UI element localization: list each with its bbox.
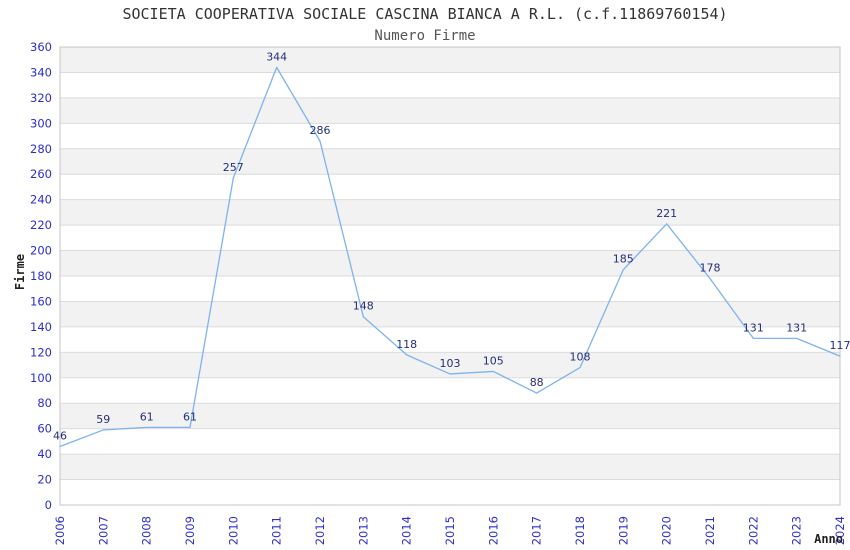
plot-band xyxy=(60,148,840,175)
data-point-label: 221 xyxy=(656,207,677,220)
plot-band xyxy=(60,276,840,302)
data-point-label: 131 xyxy=(786,321,807,334)
y-tick-label: 360 xyxy=(30,40,52,54)
y-tick-label: 240 xyxy=(30,193,52,207)
plot-band xyxy=(60,123,840,149)
point-labels-layer: 46 59 61 61 257 344 286 148 118 103 105 88 108 185 221… xyxy=(53,50,850,442)
plot-band xyxy=(60,454,840,480)
x-tick-label: 2022 xyxy=(746,516,760,545)
plot-band xyxy=(60,301,840,327)
data-point-label: 59 xyxy=(96,413,110,426)
chart-title: SOCIETA COOPERATIVA SOCIALE CASCINA BIAN… xyxy=(122,5,727,23)
x-tick-label: 2015 xyxy=(443,516,457,545)
series-layer xyxy=(59,66,841,448)
y-tick-label: 320 xyxy=(30,91,52,105)
data-point-label: 105 xyxy=(483,354,504,367)
y-tick-labels-layer: 0 20 40 60 80 100 120 140 160 180 200 220 240 260 280 3… xyxy=(30,40,52,512)
x-tick-label: 2016 xyxy=(486,516,500,545)
y-tick-label: 60 xyxy=(37,422,52,436)
data-point-label: 344 xyxy=(266,50,287,63)
data-point-label: 257 xyxy=(223,161,244,174)
x-tick-label: 2012 xyxy=(313,516,327,545)
x-tick-label: 2020 xyxy=(660,516,674,545)
data-point-label: 178 xyxy=(700,262,721,275)
data-point-label: 108 xyxy=(570,351,591,364)
plot-band xyxy=(60,72,840,98)
x-tick-label: 2023 xyxy=(790,516,804,545)
plot-band xyxy=(60,250,840,276)
x-tick-label: 2008 xyxy=(140,516,154,545)
x-tick-label: 2014 xyxy=(400,516,414,545)
x-tick-label: 2021 xyxy=(703,516,717,545)
plot-band xyxy=(60,479,840,505)
y-tick-label: 220 xyxy=(30,218,52,232)
x-tick-label: 2017 xyxy=(530,516,544,545)
x-tick-label: 2013 xyxy=(356,516,370,545)
plot-band xyxy=(60,428,840,455)
data-point-label: 103 xyxy=(440,357,461,370)
x-tick-label: 2009 xyxy=(183,516,197,545)
plot-band xyxy=(60,47,840,73)
data-point-label: 61 xyxy=(140,410,154,423)
y-tick-label: 260 xyxy=(30,167,52,181)
x-tick-label: 2024 xyxy=(833,516,847,545)
data-point-label: 286 xyxy=(310,124,331,137)
plot-band xyxy=(60,377,840,404)
series-line xyxy=(59,66,841,448)
data-point-label: 148 xyxy=(353,300,374,313)
y-tick-label: 160 xyxy=(30,294,52,308)
plot-band xyxy=(60,403,840,429)
data-point-label: 117 xyxy=(830,339,850,352)
x-tick-label: 2006 xyxy=(53,516,67,545)
data-point-label: 61 xyxy=(183,410,197,423)
plot-band xyxy=(60,326,840,353)
x-tick-label: 2007 xyxy=(96,516,110,545)
y-tick-label: 280 xyxy=(30,142,52,156)
plot-border xyxy=(59,46,841,506)
y-tick-label: 20 xyxy=(37,473,52,487)
x-tick-label: 2010 xyxy=(226,516,240,545)
data-point-label: 185 xyxy=(613,253,634,266)
plot-band xyxy=(60,97,840,124)
x-tick-labels-layer: 2006 2007 2008 2009 2010 2011 2012 2013 2014 2015… xyxy=(53,516,847,545)
chart-subtitle: Numero Firme xyxy=(374,28,475,44)
data-point-label: 118 xyxy=(396,338,417,351)
data-point-label: 131 xyxy=(743,321,764,334)
y-tick-label: 300 xyxy=(30,116,52,130)
x-tick-label: 2019 xyxy=(616,516,630,545)
y-tick-label: 40 xyxy=(37,447,52,461)
y-tick-label: 120 xyxy=(30,345,52,359)
plot-band xyxy=(60,199,840,226)
y-tick-label: 200 xyxy=(30,244,52,258)
plot-band xyxy=(60,225,840,251)
x-tick-label: 2011 xyxy=(270,516,284,545)
y-tick-label: 0 xyxy=(45,498,52,512)
gridlines-layer xyxy=(59,46,841,506)
plot-band xyxy=(60,174,840,200)
y-tick-label: 140 xyxy=(30,320,52,334)
y-tick-label: 80 xyxy=(37,396,52,410)
x-axis-title: Anno xyxy=(814,532,843,546)
x-tick-label: 2018 xyxy=(573,516,587,545)
y-tick-label: 180 xyxy=(30,269,52,283)
y-tick-label: 100 xyxy=(30,371,52,385)
y-axis-title: Firme xyxy=(13,254,27,290)
data-point-label: 46 xyxy=(53,430,67,443)
data-point-label: 88 xyxy=(530,376,544,389)
y-tick-label: 340 xyxy=(30,65,52,79)
